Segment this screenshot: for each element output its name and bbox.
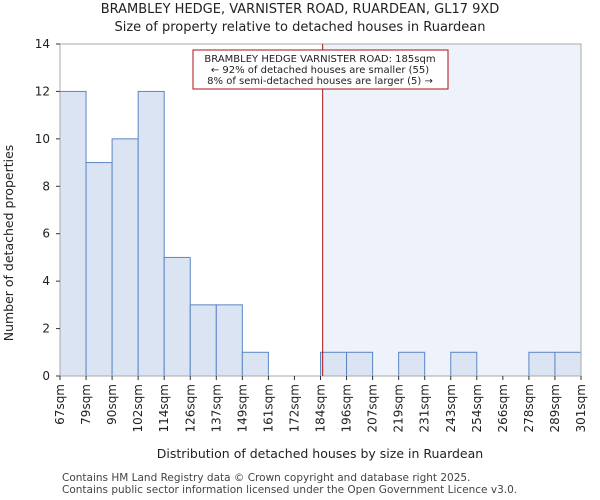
x-tick-label: 137sqm: [209, 384, 223, 432]
y-axis-title: Number of detached properties: [1, 145, 16, 342]
histogram-bar: [450, 351, 478, 377]
footer-copyright: Contains HM Land Registry data © Crown c…: [62, 472, 471, 484]
x-tick-label: 102sqm: [131, 384, 145, 432]
histogram-bar: [346, 351, 374, 377]
y-tick-label: 12: [35, 84, 50, 98]
x-tick-label: 301sqm: [574, 384, 588, 432]
x-tick-label: 266sqm: [496, 384, 510, 432]
x-tick-label: 79sqm: [79, 384, 93, 425]
histogram-bar: [554, 351, 582, 377]
histogram-bar: [241, 351, 269, 377]
x-tick-label: 219sqm: [392, 384, 406, 432]
x-tick-label: 184sqm: [314, 384, 328, 432]
histogram-bar: [85, 162, 113, 377]
footer-licence: Contains public sector information licen…: [62, 484, 518, 496]
property-annotation: BRAMBLEY HEDGE VARNISTER ROAD: 185sqm ← …: [192, 49, 449, 90]
x-tick-label: 289sqm: [548, 384, 562, 432]
histogram-bar: [163, 256, 191, 377]
x-tick-label: 207sqm: [366, 384, 380, 432]
y-tick-label: 8: [42, 179, 50, 193]
chart-title: BRAMBLEY HEDGE, VARNISTER ROAD, RUARDEAN…: [101, 2, 500, 17]
annotation-line-3: 8% of semi-detached houses are larger (5…: [207, 76, 433, 87]
x-tick-label: 90sqm: [105, 384, 119, 425]
histogram-bar: [137, 90, 165, 377]
y-tick-label: 0: [42, 369, 50, 383]
histogram-bar: [398, 351, 426, 377]
x-tick-label: 196sqm: [340, 384, 354, 432]
histogram-bar: [111, 138, 139, 377]
x-tick-label: 67sqm: [53, 384, 67, 425]
x-tick-label: 149sqm: [235, 384, 249, 432]
annotation-box: [192, 49, 449, 90]
y-tick-label: 2: [42, 322, 50, 336]
y-tick-label: 14: [35, 37, 50, 51]
x-tick-label: 114sqm: [157, 384, 171, 432]
x-axis-title: Distribution of detached houses by size …: [157, 446, 483, 461]
x-tick-label: 231sqm: [418, 384, 432, 432]
chart-subtitle: Size of property relative to detached ho…: [114, 20, 485, 35]
annotation-line-1: BRAMBLEY HEDGE VARNISTER ROAD: 185sqm: [204, 54, 435, 65]
x-tick-label: 254sqm: [470, 384, 484, 432]
histogram-bar: [215, 304, 243, 377]
y-tick-label: 4: [42, 274, 50, 288]
y-tick-label: 6: [42, 227, 50, 241]
x-tick-label: 126sqm: [183, 384, 197, 432]
y-tick-label: 10: [35, 132, 50, 146]
histogram-bar: [189, 304, 217, 377]
histogram-bar: [320, 351, 348, 377]
x-tick-label: 172sqm: [287, 384, 301, 432]
x-tick-label: 278sqm: [522, 384, 536, 432]
x-tick-label: 243sqm: [444, 384, 458, 432]
histogram-bar: [528, 351, 556, 377]
annotation-line-2: ← 92% of detached houses are smaller (55…: [211, 65, 429, 76]
histogram-bar: [59, 90, 87, 377]
larger-properties-region: [322, 44, 581, 376]
x-tick-label: 161sqm: [261, 384, 275, 432]
